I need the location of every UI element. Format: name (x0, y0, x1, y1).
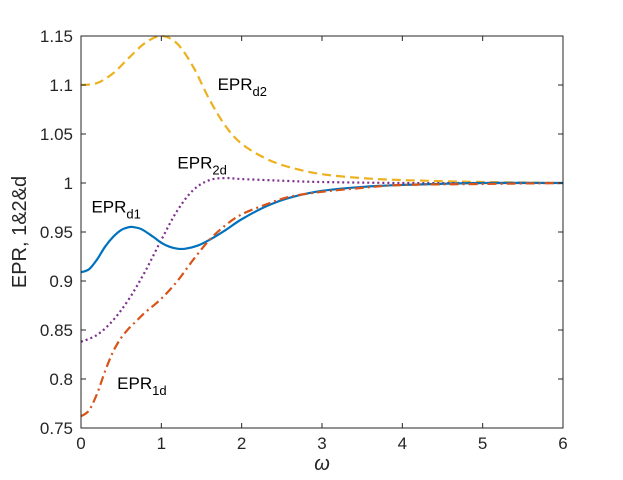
y-tick-label: 0.75 (40, 419, 73, 438)
y-tick-label: 1.05 (40, 125, 73, 144)
x-axis-title: ω (314, 453, 330, 475)
x-tick-label: 1 (157, 434, 166, 453)
series-line-epr-1d (81, 181, 563, 418)
x-tick-label: 3 (317, 434, 326, 453)
y-tick-label: 0.9 (49, 272, 73, 291)
annotation-epr-d1: EPRd1 (91, 197, 140, 221)
x-tick-label: 5 (478, 434, 487, 453)
series-layer (81, 35, 563, 428)
y-tick-label: 0.8 (49, 370, 73, 389)
annotation-epr-1d: EPR1d (117, 374, 166, 398)
x-tick-label: 0 (76, 434, 85, 453)
y-tick-label: 1.15 (40, 27, 73, 46)
y-axis-title: EPR, 1&2&d (9, 176, 31, 288)
y-tick-label: 1.1 (49, 76, 73, 95)
y-tick-label: 0.95 (40, 223, 73, 242)
x-tick-label: 6 (558, 434, 567, 453)
annotation-epr-d2: EPRd2 (218, 75, 267, 99)
annotation-epr-2d: EPR2d (177, 153, 226, 177)
x-tick-label: 2 (237, 434, 246, 453)
plot-area (81, 36, 563, 428)
x-tick-label: 4 (398, 434, 407, 453)
y-tick-label: 0.85 (40, 321, 73, 340)
text-layer: 0 1 2 3 4 5 6 0.75 0.8 0.85 0.9 0.95 1 1.05 1.1 1.15 ω EP… (9, 27, 568, 475)
axes-layer (80, 35, 564, 429)
series-line-epr-d2 (81, 35, 563, 185)
series-line-epr-2d (81, 176, 563, 343)
y-tick-label: 1 (64, 174, 73, 193)
